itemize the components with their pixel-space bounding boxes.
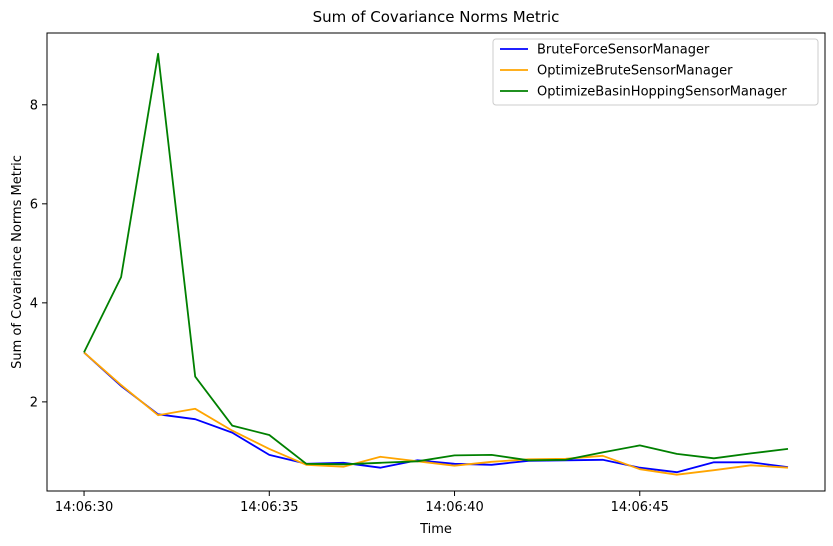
y-tick-label: 4 — [30, 296, 38, 311]
legend: BruteForceSensorManager OptimizeBruteSens… — [492, 38, 819, 106]
series-line-1 — [83, 351, 789, 476]
x-tick-label: 14:06:30 — [55, 500, 113, 515]
x-axis-label: Time — [419, 522, 452, 537]
x-tick-label: 14:06:40 — [425, 500, 483, 515]
chart-title: Sum of Covariance Norms Metric — [313, 8, 560, 26]
series-line-0 — [83, 351, 789, 474]
x-tick-label: 14:06:45 — [611, 500, 669, 515]
y-axis-label: Sum of Covariance Norms Metric — [10, 155, 25, 369]
x-tick-label: 14:06:35 — [240, 500, 298, 515]
y-tick-label: 2 — [30, 395, 38, 410]
plot-frame — [46, 32, 826, 492]
y-tick-label: 8 — [30, 98, 38, 113]
legend-box — [492, 38, 819, 106]
series-line-2 — [83, 52, 789, 466]
legend-label-0: BruteForceSensorManager — [537, 43, 710, 58]
series-lines — [83, 52, 789, 476]
x-axis: 14:06:30 14:06:35 14:06:40 14:06:45 — [55, 491, 669, 515]
legend-label-2: OptimizeBasinHoppingSensorManager — [537, 85, 787, 100]
legend-label-1: OptimizeBruteSensorManager — [537, 64, 733, 79]
y-axis: 2 4 6 8 — [30, 98, 47, 410]
y-tick-label: 6 — [30, 197, 38, 212]
